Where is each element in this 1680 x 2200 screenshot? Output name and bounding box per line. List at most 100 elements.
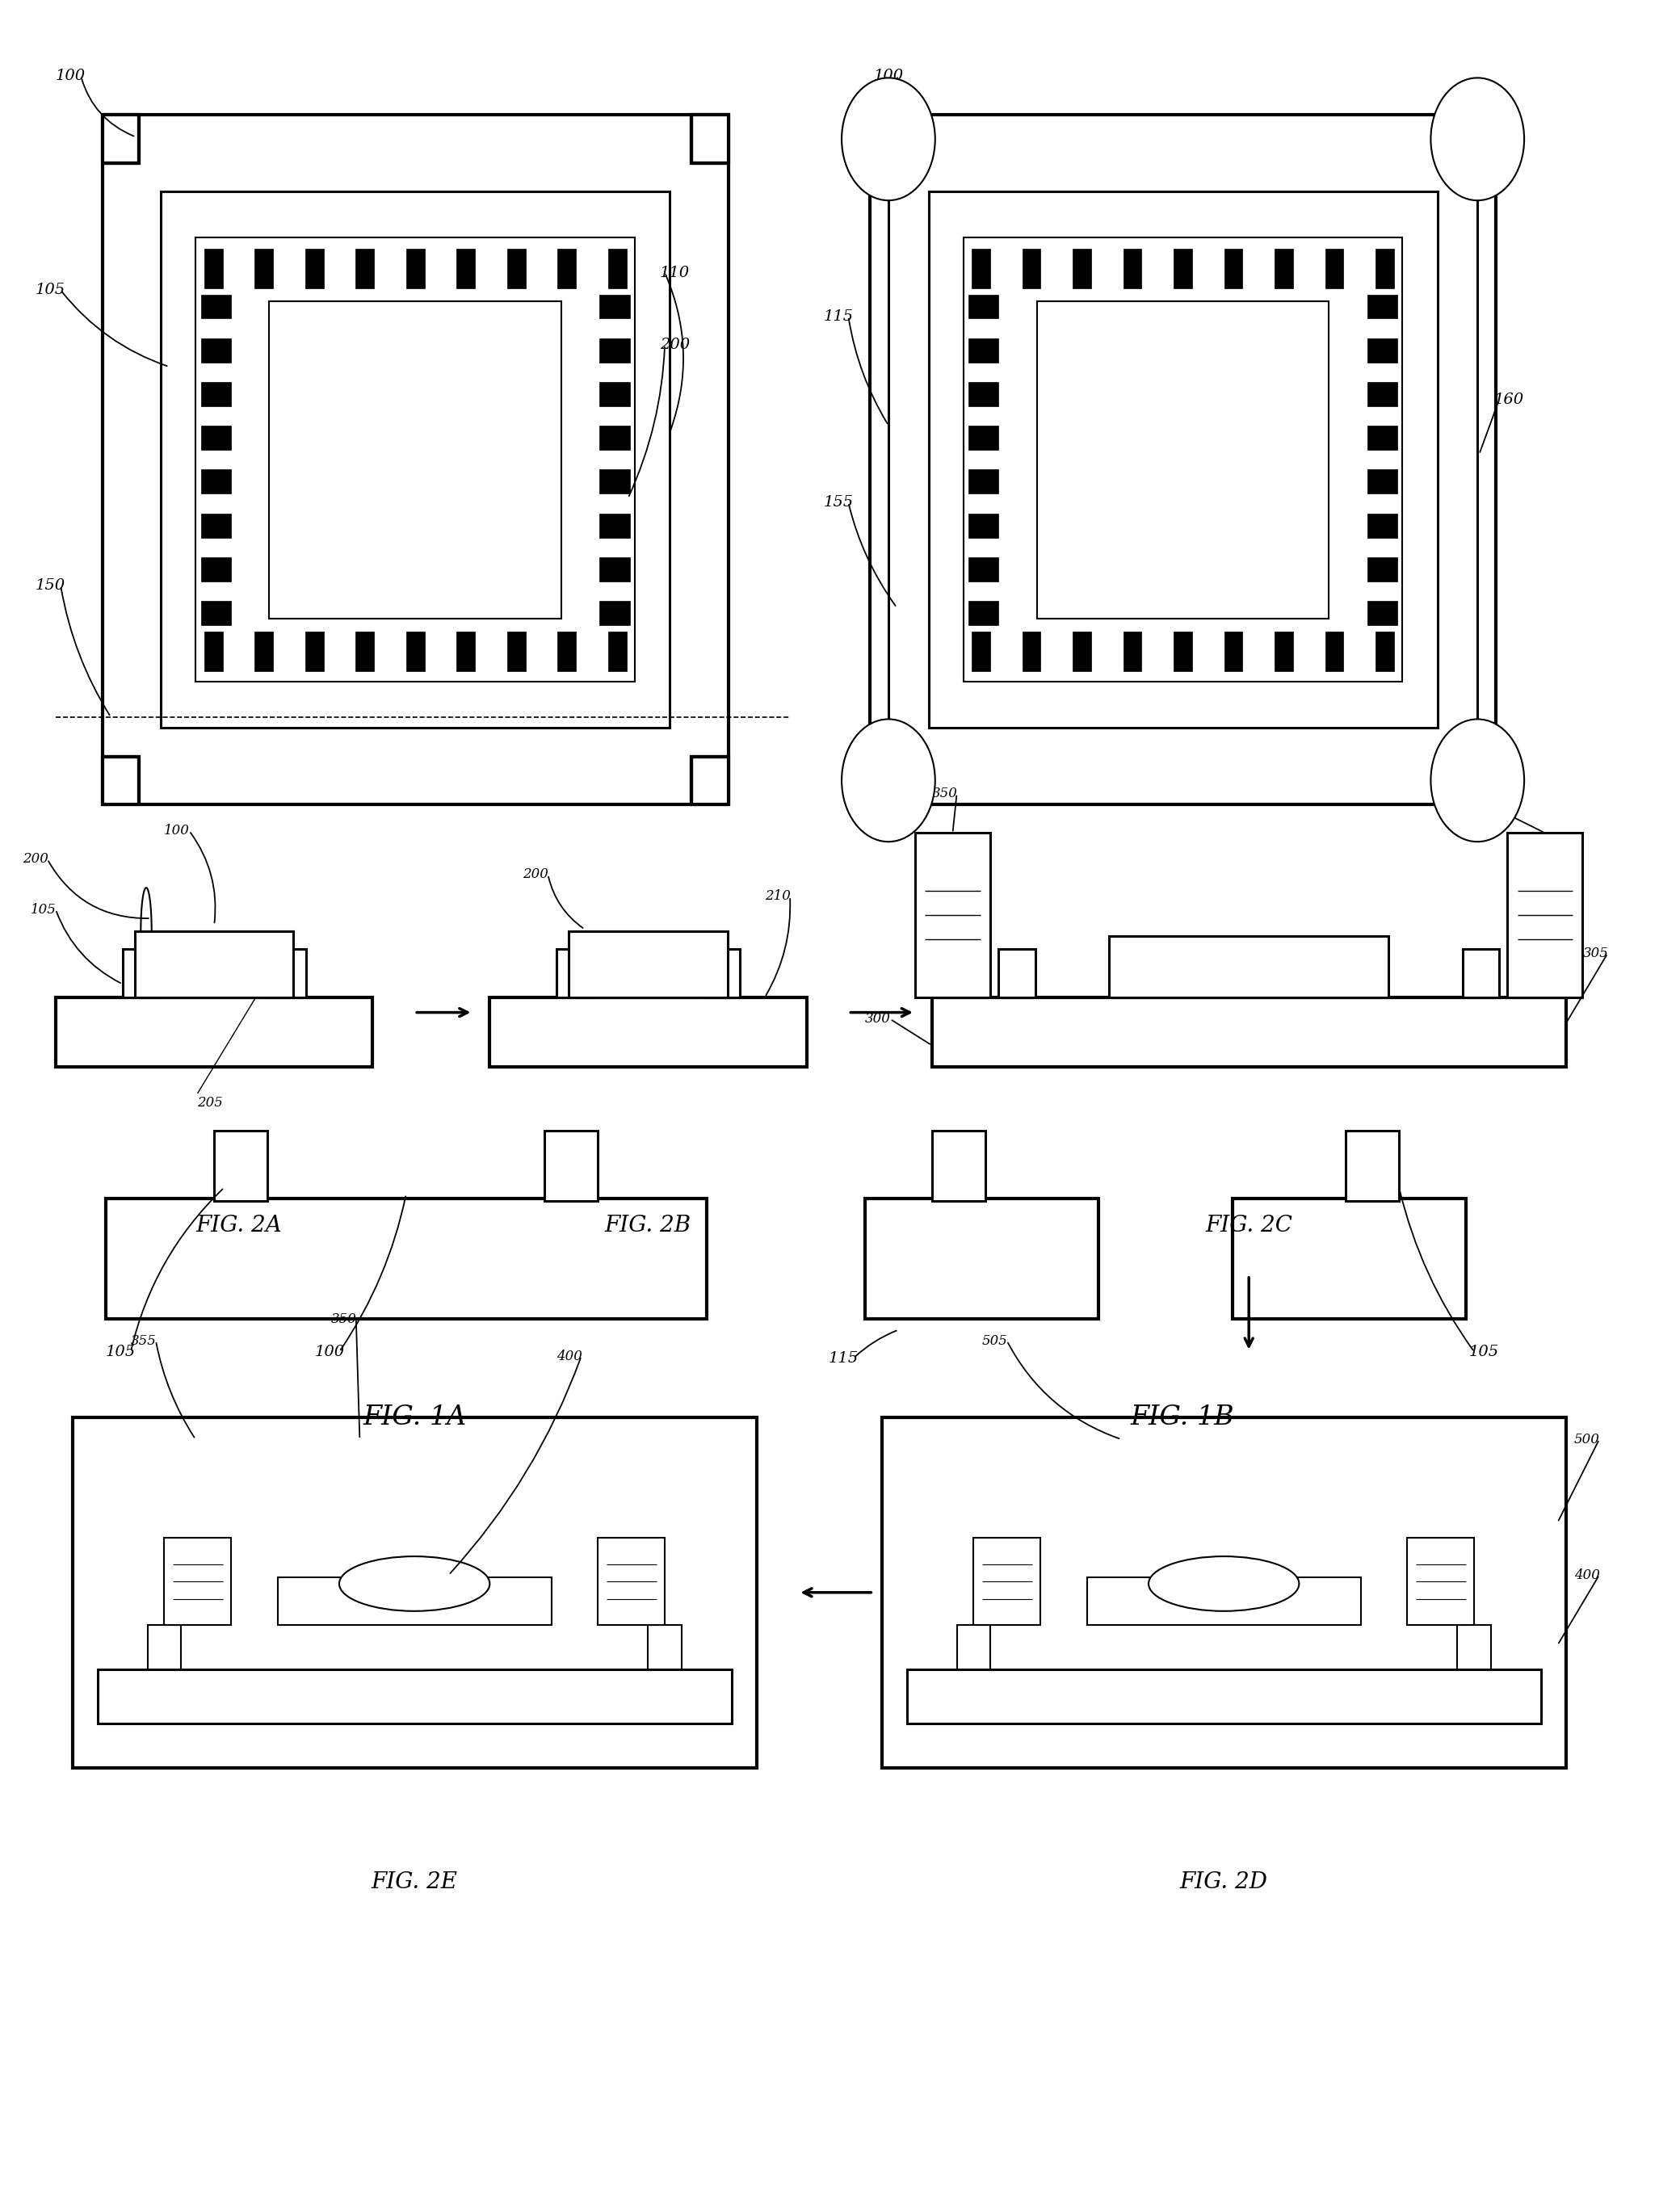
Text: 305: 305 bbox=[1583, 946, 1608, 959]
Bar bbox=[1346, 1131, 1399, 1201]
Text: FIG. 2E: FIG. 2E bbox=[371, 1870, 457, 1892]
Bar bbox=[1368, 427, 1398, 451]
Bar bbox=[1368, 513, 1398, 537]
Bar bbox=[1023, 249, 1040, 288]
Bar bbox=[255, 249, 274, 288]
Text: FIG. 2D: FIG. 2D bbox=[1179, 1870, 1268, 1892]
Bar bbox=[882, 1417, 1566, 1767]
Bar bbox=[968, 427, 998, 451]
Bar bbox=[202, 383, 230, 407]
Text: 160: 160 bbox=[1494, 392, 1524, 407]
Bar bbox=[202, 295, 230, 319]
Text: FIG. 2A: FIG. 2A bbox=[197, 1214, 282, 1236]
Bar bbox=[1326, 631, 1344, 671]
Bar bbox=[161, 191, 670, 728]
Text: FIG. 2B: FIG. 2B bbox=[605, 1214, 692, 1236]
Text: 100: 100 bbox=[314, 1344, 344, 1360]
Text: FIG. 2C: FIG. 2C bbox=[1205, 1214, 1292, 1236]
Bar bbox=[544, 1131, 598, 1201]
Bar bbox=[600, 513, 630, 537]
Bar bbox=[916, 834, 990, 997]
Bar bbox=[97, 1670, 731, 1725]
Bar bbox=[277, 1577, 551, 1626]
Bar bbox=[907, 1670, 1541, 1725]
Bar bbox=[356, 249, 375, 288]
Text: 105: 105 bbox=[30, 902, 57, 917]
Bar bbox=[1368, 469, 1398, 493]
Bar bbox=[932, 997, 1566, 1067]
Bar bbox=[968, 295, 998, 319]
Text: 110: 110 bbox=[660, 266, 690, 279]
Bar bbox=[1174, 249, 1193, 288]
Bar bbox=[306, 631, 324, 671]
Bar bbox=[870, 114, 907, 163]
Bar bbox=[202, 339, 230, 363]
Bar bbox=[971, 249, 990, 288]
Text: 100: 100 bbox=[874, 68, 904, 84]
Bar bbox=[600, 427, 630, 451]
Bar bbox=[1225, 631, 1243, 671]
Circle shape bbox=[1431, 77, 1524, 200]
Bar bbox=[870, 114, 1495, 805]
Bar bbox=[1074, 249, 1090, 288]
Text: 350: 350 bbox=[932, 788, 958, 801]
Bar bbox=[608, 631, 627, 671]
Text: 115: 115 bbox=[823, 310, 853, 323]
Bar bbox=[1275, 249, 1294, 288]
Bar bbox=[968, 469, 998, 493]
Bar bbox=[600, 383, 630, 407]
Bar bbox=[929, 191, 1438, 728]
Bar bbox=[269, 301, 561, 618]
Bar bbox=[1460, 757, 1495, 805]
Bar bbox=[865, 1199, 1099, 1318]
Text: 400: 400 bbox=[556, 1349, 581, 1364]
Text: 105: 105 bbox=[1470, 1344, 1499, 1360]
Text: 205: 205 bbox=[198, 1096, 223, 1109]
Bar bbox=[1507, 834, 1583, 997]
Bar bbox=[306, 249, 324, 288]
Bar bbox=[134, 931, 294, 997]
Bar bbox=[1368, 557, 1398, 581]
Bar bbox=[123, 948, 160, 997]
Bar bbox=[202, 557, 230, 581]
Bar bbox=[202, 513, 230, 537]
Bar bbox=[202, 427, 230, 451]
Text: 155: 155 bbox=[823, 495, 853, 510]
Bar bbox=[964, 238, 1403, 682]
Bar bbox=[1124, 631, 1142, 671]
Bar bbox=[968, 513, 998, 537]
Text: 200: 200 bbox=[22, 851, 49, 867]
Text: 150: 150 bbox=[35, 579, 66, 594]
Bar bbox=[600, 339, 630, 363]
Bar bbox=[1174, 631, 1193, 671]
Bar bbox=[1368, 601, 1398, 625]
Bar bbox=[608, 249, 627, 288]
Bar bbox=[692, 114, 727, 163]
Bar bbox=[1326, 249, 1344, 288]
Bar bbox=[1124, 249, 1142, 288]
Bar bbox=[106, 1199, 707, 1318]
Ellipse shape bbox=[1149, 1555, 1299, 1610]
Bar bbox=[507, 631, 526, 671]
Text: 350: 350 bbox=[331, 1311, 356, 1327]
Circle shape bbox=[842, 719, 936, 843]
Bar bbox=[205, 249, 222, 288]
Bar bbox=[558, 249, 576, 288]
Bar bbox=[648, 1626, 682, 1670]
Bar bbox=[968, 383, 998, 407]
Bar bbox=[102, 757, 139, 805]
Bar bbox=[998, 948, 1035, 997]
Text: 210: 210 bbox=[764, 889, 791, 904]
Bar bbox=[55, 997, 373, 1067]
Bar bbox=[356, 631, 375, 671]
Text: 115: 115 bbox=[828, 1351, 858, 1366]
Bar bbox=[1368, 383, 1398, 407]
Circle shape bbox=[1431, 719, 1524, 843]
Bar bbox=[1376, 631, 1394, 671]
Bar bbox=[971, 631, 990, 671]
Text: 355: 355 bbox=[1465, 788, 1490, 801]
Bar bbox=[407, 249, 425, 288]
Bar bbox=[457, 631, 475, 671]
Text: 505: 505 bbox=[981, 1333, 1008, 1349]
Bar bbox=[1074, 631, 1090, 671]
